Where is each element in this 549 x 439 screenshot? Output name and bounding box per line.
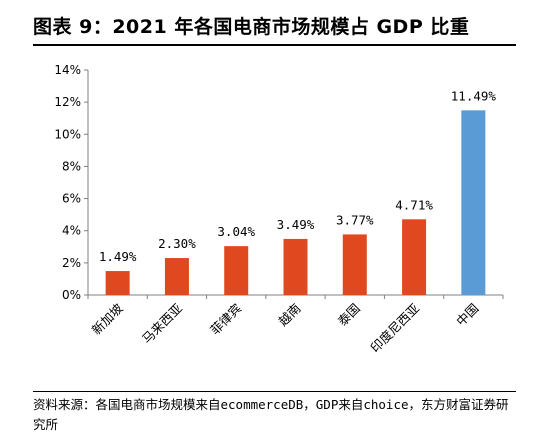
category-labels: 新加坡 马来西亚 菲律宾 越南 泰国 印度尼西亚 中国	[89, 300, 482, 355]
bar	[461, 110, 486, 295]
source-divider	[33, 391, 516, 392]
bar	[402, 219, 427, 295]
data-label: 2.30%	[158, 236, 196, 251]
category-label: 泰国	[335, 301, 363, 329]
y-tick-label: 0%	[62, 288, 81, 302]
y-tick-label: 4%	[62, 224, 81, 238]
title-divider	[33, 44, 516, 46]
source-note: 资料来源：各国电商市场规模来自ecommerceDB，GDP来自choice，东…	[33, 397, 509, 432]
y-tick-label: 8%	[62, 159, 81, 173]
data-label: 1.49%	[99, 249, 137, 264]
bar	[342, 234, 367, 295]
x-axis	[87, 294, 504, 299]
bar	[224, 246, 249, 295]
data-labels: 1.49% 2.30% 3.04% 3.49% 3.77% 4.71% 11.49%	[99, 88, 497, 264]
bar	[105, 271, 130, 295]
y-tick-label: 14%	[54, 63, 81, 77]
data-label: 3.49%	[277, 217, 315, 232]
y-tick-label: 12%	[54, 95, 81, 109]
y-tick-label: 6%	[62, 192, 81, 206]
data-label: 11.49%	[451, 88, 497, 103]
category-label: 马来西亚	[139, 301, 185, 347]
data-label: 4.71%	[395, 197, 433, 212]
category-label: 中国	[453, 301, 481, 329]
category-label: 新加坡	[89, 300, 126, 337]
category-label: 越南	[275, 301, 303, 329]
category-label: 印度尼西亚	[367, 301, 422, 356]
bars	[105, 110, 486, 295]
bar-chart: 0% 2% 4% 6% 8% 10% 12% 14% 1.49% 2.30% 3.04% 3.49%…	[54, 63, 504, 355]
chart-title: 图表 9：2021 年各国电商市场规模占 GDP 比重	[33, 16, 470, 38]
y-axis: 0% 2% 4% 6% 8% 10% 12% 14%	[54, 63, 89, 302]
bar	[283, 238, 308, 295]
data-label: 3.04%	[217, 224, 255, 239]
y-tick-label: 10%	[54, 127, 81, 141]
bar	[164, 258, 189, 295]
category-label: 菲律宾	[207, 301, 244, 338]
y-tick-label: 2%	[62, 256, 81, 270]
data-label: 3.77%	[336, 212, 374, 227]
